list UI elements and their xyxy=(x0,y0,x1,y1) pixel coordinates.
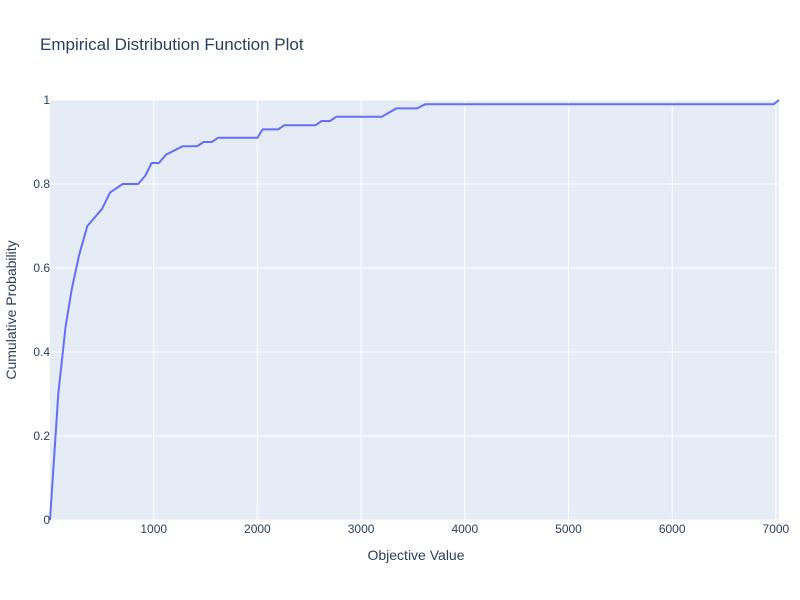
y-tick-label-4: 0.8 xyxy=(33,177,50,191)
x-tick-label-2: 3000 xyxy=(348,522,375,536)
chart-title: Empirical Distribution Function Plot xyxy=(40,35,304,54)
y-tick-label-2: 0.4 xyxy=(33,345,50,359)
y-tick-label-3: 0.6 xyxy=(33,261,50,275)
grid-lines xyxy=(50,99,779,521)
x-tick-label-5: 6000 xyxy=(659,522,686,536)
x-tick-label-4: 5000 xyxy=(555,522,582,536)
x-tick-label-0: 1000 xyxy=(140,522,167,536)
y-axis-title: Cumulative Probability xyxy=(3,240,19,379)
y-tick-label-0: 0 xyxy=(43,513,50,527)
x-tick-label-6: 7000 xyxy=(763,522,790,536)
series-line-0 xyxy=(49,99,780,521)
y-tick-label-5: 1 xyxy=(43,93,50,107)
y-tick-label-1: 0.2 xyxy=(33,429,50,443)
y-axis-ticks: 0 0.2 0.4 0.6 0.8 1 xyxy=(33,93,50,527)
plot-area xyxy=(50,100,779,520)
x-axis-title: Objective Value xyxy=(367,547,464,563)
x-tick-label-3: 4000 xyxy=(451,522,478,536)
x-tick-label-1: 2000 xyxy=(244,522,271,536)
x-axis-ticks: 1000 2000 3000 4000 5000 6000 7000 xyxy=(140,522,789,536)
series-layer xyxy=(49,99,780,521)
